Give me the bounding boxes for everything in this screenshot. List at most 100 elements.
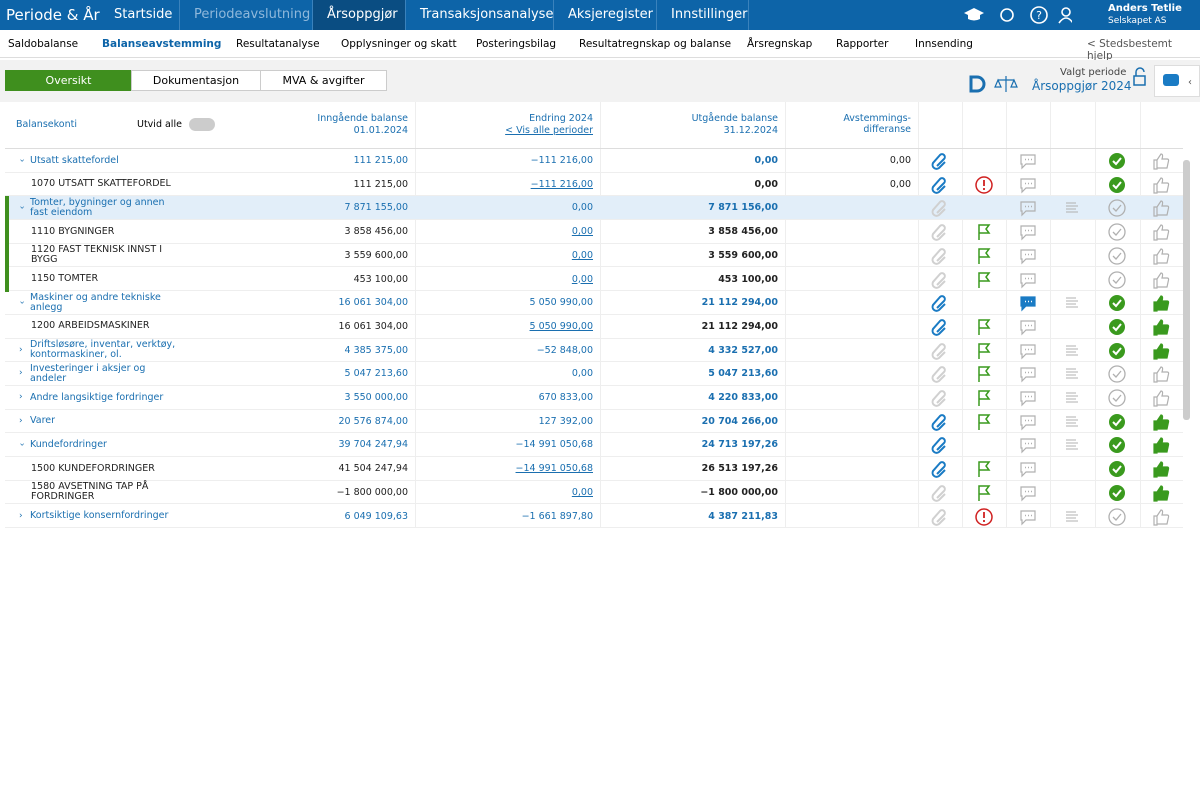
expander[interactable]: › xyxy=(19,368,23,379)
attach-icon[interactable] xyxy=(930,388,950,408)
attach-icon[interactable] xyxy=(930,483,950,503)
thumb-icon[interactable] xyxy=(1151,246,1171,266)
comment-icon[interactable] xyxy=(1018,270,1038,290)
account-label[interactable]: Kundefordringer xyxy=(30,438,107,450)
thumb-icon[interactable] xyxy=(1151,270,1171,290)
attach-icon[interactable] xyxy=(930,459,950,479)
check-icon[interactable] xyxy=(1107,198,1127,218)
attach-icon[interactable] xyxy=(930,435,950,455)
chat-toggle[interactable]: ‹ xyxy=(1154,65,1200,97)
check-icon[interactable] xyxy=(1107,435,1127,455)
account-label[interactable]: Andre langsiktige fordringer xyxy=(30,391,164,403)
thumb-icon[interactable] xyxy=(1151,293,1171,313)
expander[interactable]: › xyxy=(19,415,23,426)
check-icon[interactable] xyxy=(1107,364,1127,384)
flag-icon[interactable] xyxy=(974,175,994,195)
expander[interactable]: › xyxy=(19,392,23,402)
toggle[interactable] xyxy=(189,118,215,131)
expander[interactable]: › xyxy=(19,510,23,521)
flag-icon[interactable] xyxy=(974,483,994,503)
attach-icon[interactable] xyxy=(930,412,950,432)
check-icon[interactable] xyxy=(1107,317,1127,337)
note-icon[interactable] xyxy=(1062,435,1082,455)
expander[interactable]: › xyxy=(16,158,27,163)
thumb-icon[interactable] xyxy=(1151,222,1171,242)
comment-icon[interactable] xyxy=(1018,293,1038,313)
group-row[interactable]: › Kortsiktige konsernfordringer 6 049 109,… xyxy=(5,505,1183,529)
period[interactable]: Årsoppgjør 2024 xyxy=(1032,79,1132,93)
subnav-item[interactable]: Årsregnskap xyxy=(747,38,813,50)
group-row[interactable]: › Andre langsiktige fordringer 3 550 000,0… xyxy=(5,386,1183,410)
flag-icon[interactable] xyxy=(974,388,994,408)
thumb-icon[interactable] xyxy=(1151,198,1171,218)
expander[interactable]: › xyxy=(16,443,27,447)
attach-icon[interactable] xyxy=(930,293,950,313)
tab[interactable]: Oversikt xyxy=(5,70,132,91)
check-icon[interactable] xyxy=(1107,483,1127,503)
flag-icon[interactable] xyxy=(974,412,994,432)
comment-icon[interactable] xyxy=(1018,507,1038,527)
check-icon[interactable] xyxy=(1107,507,1127,527)
check-icon[interactable] xyxy=(1107,175,1127,195)
account-row[interactable]: 1110 BYGNINGER 3 858 456,00 0,00 3 858 456,… xyxy=(5,220,1183,245)
comment-icon[interactable] xyxy=(1018,175,1038,195)
thumb-icon[interactable] xyxy=(1151,151,1171,171)
account-label[interactable]: Tomter, bygninger og annen fast eiendom xyxy=(30,196,165,218)
account-row[interactable]: 1200 ARBEIDSMASKINER 16 061 304,00 5 050 9… xyxy=(5,315,1183,339)
comment-icon[interactable] xyxy=(1018,198,1038,218)
flag-icon[interactable] xyxy=(974,459,994,479)
expander[interactable]: › xyxy=(16,206,27,210)
nav-item[interactable]: Periodeavslutning xyxy=(180,0,313,30)
account-row[interactable]: 1580 AVSETNING TAP PÅ FORDRINGER −1 800 0… xyxy=(5,481,1183,505)
account-row[interactable]: 1500 KUNDEFORDRINGER 41 504 247,94 −14 991… xyxy=(5,457,1183,481)
attach-icon[interactable] xyxy=(930,270,950,290)
group-row[interactable]: › Investeringer i aksjer og andeler 5 047 … xyxy=(5,362,1183,386)
period-icons[interactable] xyxy=(968,74,1018,94)
flag-icon[interactable] xyxy=(974,222,994,242)
comment-icon[interactable] xyxy=(1018,388,1038,408)
check-icon[interactable] xyxy=(1107,151,1127,171)
thumb-icon[interactable] xyxy=(1151,435,1171,455)
nav-item[interactable]: Årsoppgjør xyxy=(313,0,406,30)
note-icon[interactable] xyxy=(1062,198,1082,218)
account-label[interactable]: Utsatt skattefordel xyxy=(30,154,119,166)
subnav-item[interactable]: Saldobalanse xyxy=(8,38,79,50)
nav-item[interactable]: Aksjeregister xyxy=(554,0,657,30)
comment-icon[interactable] xyxy=(1018,151,1038,171)
group-row[interactable]: › Varer 20 576 874,00 127 392,00 20 704 266,… xyxy=(5,410,1183,434)
flag-icon[interactable] xyxy=(974,341,994,361)
attach-icon[interactable] xyxy=(930,364,950,384)
thumb-icon[interactable] xyxy=(1151,459,1171,479)
flag-icon[interactable] xyxy=(974,270,994,290)
thumb-icon[interactable] xyxy=(1151,317,1171,337)
subnav-item[interactable]: Posteringsbilag xyxy=(476,38,557,50)
change[interactable]: 0,00 xyxy=(571,226,593,238)
attach-icon[interactable] xyxy=(930,317,950,337)
subnav-item[interactable]: Rapporter xyxy=(836,38,889,50)
attach-icon[interactable] xyxy=(930,175,950,195)
note-icon[interactable] xyxy=(1062,364,1082,384)
note-icon[interactable] xyxy=(1062,341,1082,361)
thumb-icon[interactable] xyxy=(1151,175,1171,195)
nav-item[interactable]: Innstillinger xyxy=(657,0,749,30)
nav-item[interactable]: Startside xyxy=(100,0,180,30)
flag-icon[interactable] xyxy=(974,317,994,337)
attach-icon[interactable] xyxy=(930,507,950,527)
comment-icon[interactable] xyxy=(1018,222,1038,242)
scrollbar[interactable] xyxy=(1183,160,1190,420)
comment-icon[interactable] xyxy=(1018,246,1038,266)
help-link[interactable]: < Stedsbestemt hjelp xyxy=(1087,38,1173,62)
thumb-icon[interactable] xyxy=(1151,507,1171,527)
attach-icon[interactable] xyxy=(930,341,950,361)
comment-icon[interactable] xyxy=(1018,435,1038,455)
attach-icon[interactable] xyxy=(930,246,950,266)
top-icons[interactable]: ? xyxy=(962,5,1072,25)
check-icon[interactable] xyxy=(1107,270,1127,290)
flag-icon[interactable] xyxy=(974,507,994,527)
check-icon[interactable] xyxy=(1107,293,1127,313)
subnav-item[interactable]: Resultatregnskap og balanse xyxy=(579,38,732,50)
flag-icon[interactable] xyxy=(974,364,994,384)
thumb-icon[interactable] xyxy=(1151,412,1171,432)
subnav-item[interactable]: Opplysninger og skatt xyxy=(341,38,457,50)
group-row[interactable]: › Driftsløsøre, inventar, verktøy, kontor… xyxy=(5,339,1183,363)
